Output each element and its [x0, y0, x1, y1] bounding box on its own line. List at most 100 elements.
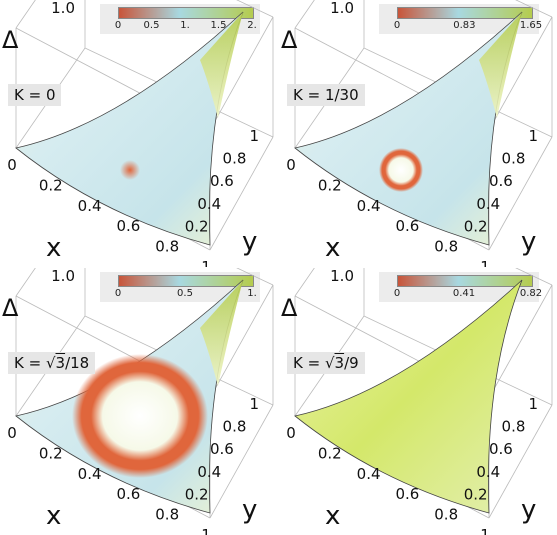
box-edge: [209, 404, 274, 519]
y-tick-label: 0.6: [210, 440, 234, 458]
surface-peak: [479, 12, 522, 118]
k-label: K = 0: [8, 84, 62, 106]
x-tick-label: 0.6: [116, 217, 140, 235]
sqrt-symbol: √: [324, 354, 335, 372]
x-tick-label: 1: [201, 258, 211, 267]
x-axis-label: x: [46, 501, 61, 531]
colorbar-tick-label: 1.: [180, 20, 190, 31]
x-tick-label: 0.8: [155, 238, 179, 256]
x-tick-label: 1: [480, 526, 490, 535]
box-edge: [209, 16, 274, 131]
colorbar: 0 0.5 1. 1.5 2.: [100, 4, 260, 34]
colorbar-tick-label: 0.5: [177, 288, 193, 299]
y-tick-label: 1: [249, 127, 259, 145]
colorbar-tick-label: 0: [393, 20, 401, 31]
z-tick-label: 1.0: [330, 268, 354, 285]
box-edge: [209, 136, 274, 251]
k-label: K = √3/9: [287, 352, 365, 374]
box-edge: [488, 404, 553, 519]
y-tick-label: 0.4: [197, 463, 221, 481]
colorbar-tick-label: 0.82: [519, 288, 543, 299]
box-edge: [236, 0, 274, 18]
box-edge: [15, 268, 36, 297]
colorbar-tick-label: 0.83: [453, 20, 476, 31]
z-axis-label: Δ: [281, 294, 298, 322]
box-edge: [294, 268, 315, 297]
colorbar-tick-label: 0.5: [143, 20, 160, 31]
colorbar-tick-label: 1.: [247, 288, 257, 299]
x-tick-label: 0.2: [318, 444, 342, 462]
x-tick-label: 0: [286, 424, 296, 442]
k-label-radicand: 3: [55, 354, 66, 372]
x-tick-label: 0.6: [395, 485, 419, 503]
box-edge: [236, 268, 274, 286]
box-edge: [515, 268, 553, 286]
y-tick-label: 0.6: [489, 440, 513, 458]
sqrt-symbol: √: [45, 354, 56, 372]
colorbar-tick-label: 0.41: [452, 288, 476, 299]
x-tick-label: 1: [480, 258, 490, 267]
k-label: K = √3/18: [8, 352, 96, 374]
x-tick-label: 0.4: [78, 465, 102, 483]
colorbar-tick-label: 1.65: [519, 20, 543, 31]
colorbar-gradient: [118, 7, 254, 19]
k-label-suffix: /9: [344, 354, 359, 372]
y-tick-label: 0.6: [489, 172, 513, 190]
x-tick-label: 0: [7, 156, 17, 174]
y-tick-label: 0.8: [502, 418, 526, 436]
x-tick-label: 0.4: [78, 197, 102, 215]
y-tick-label: 0.4: [476, 463, 500, 481]
box-edge: [515, 0, 553, 18]
k-label: K = 1/30: [287, 84, 365, 106]
colorbar-gradient: [397, 7, 533, 19]
y-axis-label: y: [521, 227, 536, 257]
z-axis-label: Δ: [281, 26, 298, 54]
x-tick-label: 0.4: [357, 197, 381, 215]
gap-minimum: [120, 160, 140, 180]
nodal-ring: [72, 354, 208, 478]
box-edge: [488, 284, 553, 399]
y-tick-label: 0.8: [223, 150, 247, 168]
colorbar-tick-label: 0: [114, 288, 122, 299]
y-tick-label: 1: [249, 395, 259, 413]
x-tick-label: 0.2: [318, 176, 342, 194]
colorbar: 0 0.83 1.65: [379, 4, 543, 34]
surface: [294, 279, 523, 514]
k-label-radicand: 3: [334, 354, 345, 372]
y-axis-label: y: [242, 495, 257, 525]
x-tick-label: 0.8: [155, 506, 179, 524]
colorbar-gradient: [397, 275, 533, 287]
y-tick-label: 0.2: [464, 217, 488, 235]
y-tick-label: 0.8: [223, 418, 247, 436]
x-tick-label: 0: [7, 424, 17, 442]
x-tick-label: 0.4: [357, 465, 381, 483]
y-axis-label: y: [521, 495, 536, 525]
panel-k1-30: 00.831.652.01.0Δ00.20.40.60.81x0.20.40.6…: [279, 0, 557, 267]
x-axis-label: x: [325, 501, 340, 531]
z-tick-label: 1.0: [51, 0, 75, 17]
panel-k-sqrt3-9: 00.410.822.01.0Δ00.20.40.60.81x0.20.40.6…: [279, 268, 557, 535]
z-tick-label: 1.0: [51, 268, 75, 285]
y-tick-label: 0.8: [502, 150, 526, 168]
y-tick-label: 0.4: [197, 195, 221, 213]
surface-peak: [200, 12, 243, 118]
y-tick-label: 0.2: [185, 485, 209, 503]
z-axis-label: Δ: [2, 294, 19, 322]
x-tick-label: 0.8: [434, 238, 458, 256]
x-tick-label: 0.2: [39, 176, 63, 194]
z-tick-label: 1.0: [330, 0, 354, 17]
z-axis-label: Δ: [2, 26, 19, 54]
box-edge: [488, 16, 553, 131]
colorbar-tick-label: 2.: [247, 20, 257, 31]
k-label-suffix: /18: [65, 354, 90, 372]
box-edge: [209, 284, 274, 399]
x-axis-label: x: [325, 233, 340, 263]
y-axis-label: y: [242, 227, 257, 257]
y-tick-label: 1: [528, 127, 538, 145]
nodal-ring: [379, 148, 423, 192]
colorbar-tick-label: 1.5: [210, 20, 227, 31]
box-edge: [488, 136, 553, 251]
x-axis-label: x: [46, 233, 61, 263]
